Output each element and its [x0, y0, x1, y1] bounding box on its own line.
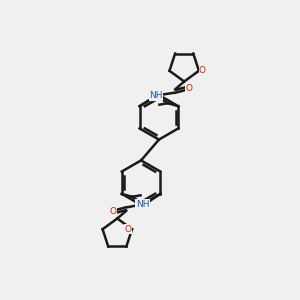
Text: NH: NH	[136, 200, 149, 209]
Text: O: O	[199, 66, 206, 75]
Text: NH: NH	[149, 91, 163, 100]
Text: O: O	[109, 207, 116, 216]
Text: O: O	[125, 225, 132, 234]
Text: O: O	[185, 84, 192, 93]
